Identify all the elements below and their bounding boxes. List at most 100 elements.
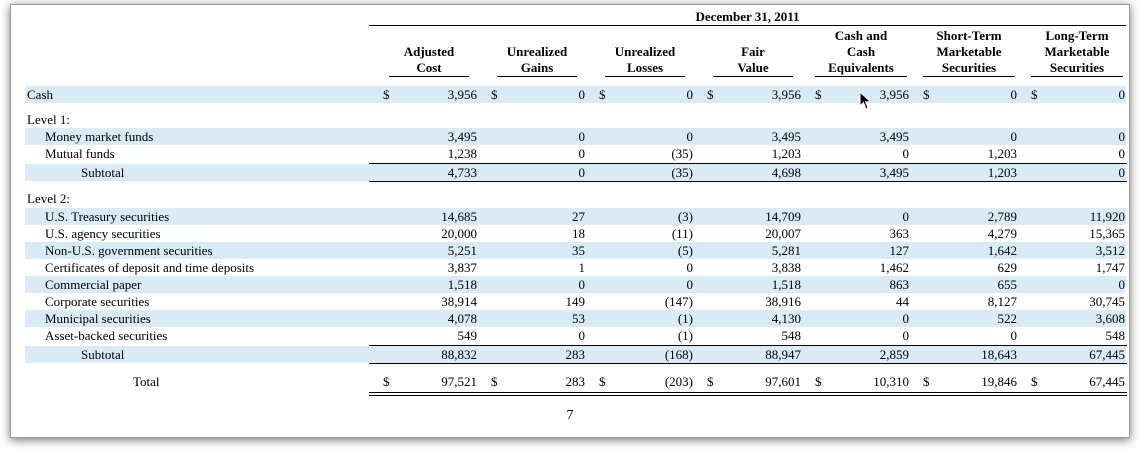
subtotal-rule xyxy=(585,181,695,182)
subtotal-rule xyxy=(909,181,1019,182)
cell-value: 38,916 xyxy=(765,294,801,309)
table-row: Asset-backed securities 549 0 (1) 548 0 0 548 xyxy=(25,327,1126,344)
cell-value: 3,837 xyxy=(447,260,477,275)
cell-value: 35 xyxy=(572,243,585,258)
cell-value: 88,947 xyxy=(765,347,801,362)
currency-symbol: $ xyxy=(815,87,822,102)
cell-value: 4,078 xyxy=(447,311,477,326)
row-label: Level 1: xyxy=(27,112,70,127)
cell-value: 3,495 xyxy=(879,165,909,180)
cell-value: 1,518 xyxy=(447,277,477,292)
subtotal-rule xyxy=(369,181,479,182)
cell-value: 0 xyxy=(578,87,586,102)
row-label: U.S. Treasury securities xyxy=(45,209,170,224)
currency-symbol: $ xyxy=(1031,87,1038,102)
column-header-line: Value xyxy=(737,60,769,75)
cell-value: 14,709 xyxy=(765,209,801,224)
cell-value: 4,130 xyxy=(771,311,801,326)
currency-symbol: $ xyxy=(383,87,390,102)
column-header-line: Losses xyxy=(626,60,664,75)
column-header: Long-Term Marketable Securities xyxy=(1031,28,1123,77)
cell-value: 655 xyxy=(997,277,1018,292)
row-label: Mutual funds xyxy=(45,146,115,161)
cell-value: 1,203 xyxy=(987,165,1017,180)
currency-symbol: $ xyxy=(599,374,606,389)
subtotal-rule xyxy=(477,181,587,182)
cell-value: 1,238 xyxy=(447,146,477,161)
column-header: Adjusted Cost xyxy=(389,28,469,77)
cell-value: 3,512 xyxy=(1095,243,1125,258)
row-label: Cash xyxy=(27,87,53,102)
column-header: Unrealized Losses xyxy=(605,28,685,77)
column-header-line: Short-Term xyxy=(936,28,1002,43)
cell-value: (5) xyxy=(677,243,693,258)
cell-value: 30,745 xyxy=(1089,294,1125,309)
cell-value: 548 xyxy=(781,328,802,343)
cell-value: (168) xyxy=(664,347,693,362)
table-row: U.S. agency securities 20,000 18 (11) 20,007… xyxy=(25,225,1126,242)
table-row: Mutual funds 1,238 0 (35) 1,203 0 1,203 0 xyxy=(25,145,1126,162)
total-double-rule xyxy=(369,392,479,396)
currency-symbol: $ xyxy=(1031,374,1038,389)
column-header: Unrealized Gains xyxy=(497,28,577,77)
cell-value: 4,698 xyxy=(771,165,801,180)
cell-value: 18,643 xyxy=(981,347,1017,362)
row-label: Level 2: xyxy=(27,191,70,206)
currency-symbol: $ xyxy=(923,87,930,102)
cell-value: 127 xyxy=(889,243,910,258)
column-header-line: Fair xyxy=(741,44,765,59)
cell-value: 14,685 xyxy=(441,209,477,224)
cell-value: (35) xyxy=(671,165,693,180)
subtotal-rule xyxy=(369,163,479,164)
cell-value: (35) xyxy=(671,146,693,161)
column-header-line: Marketable xyxy=(936,44,1002,59)
table-row: Subtotal 4,733 0 (35) 4,698 3,495 1,203 0 xyxy=(25,164,1126,181)
cell-value: 67,445 xyxy=(1089,374,1125,389)
column-header-line: Securities xyxy=(941,60,997,75)
cell-value: (203) xyxy=(664,374,693,389)
row-label: Money market funds xyxy=(45,129,154,144)
cell-value: 0 xyxy=(686,129,694,144)
cell-value: 97,521 xyxy=(441,374,477,389)
cell-value: (1) xyxy=(677,311,693,326)
subtotal-rule xyxy=(585,163,695,164)
cell-value: 0 xyxy=(1010,328,1018,343)
table-row: Municipal securities 4,078 53 (1) 4,130 0 522 3… xyxy=(25,310,1126,327)
cell-value: 0 xyxy=(902,311,910,326)
cell-value: 53 xyxy=(572,311,585,326)
cell-value: 3,956 xyxy=(879,87,909,102)
cell-value: 548 xyxy=(1105,328,1126,343)
column-header: Short-Term Marketable Securities xyxy=(923,28,1015,77)
table-row: Total 97,521 $283 $ (203) $97,601 $10,310 $19,8… xyxy=(25,373,1126,390)
subtotal-rule xyxy=(1017,363,1127,364)
cell-value: (1) xyxy=(677,328,693,343)
cell-value: 4,279 xyxy=(987,226,1017,241)
row-label: Municipal securities xyxy=(45,311,151,326)
column-header-line: Cash xyxy=(846,44,876,59)
currency-symbol: $ xyxy=(383,374,390,389)
subtotal-rule xyxy=(693,181,803,182)
cell-value: (11) xyxy=(671,226,693,241)
row-label: Certificates of deposit and time deposit… xyxy=(45,260,255,275)
table-row: Certificates of deposit and time deposit… xyxy=(25,259,1126,276)
column-header-line: Long-Term xyxy=(1045,28,1109,43)
currency-symbol: $ xyxy=(707,374,714,389)
total-double-rule xyxy=(909,392,1019,396)
cell-value: 97,601 xyxy=(765,374,801,389)
column-header-line: Unrealized xyxy=(614,44,676,59)
row-label: Non-U.S. government securities xyxy=(45,243,213,258)
row-label: Corporate securities xyxy=(45,294,150,309)
cell-value: 0 xyxy=(1118,87,1126,102)
row-label: U.S. agency securities xyxy=(45,226,161,241)
column-header-line: Gains xyxy=(520,60,554,75)
total-double-rule xyxy=(693,392,803,396)
subtotal-rule xyxy=(693,163,803,164)
subtotal-rule xyxy=(801,181,911,182)
cell-value: 549 xyxy=(457,328,478,343)
cell-value: 1,642 xyxy=(987,243,1017,258)
table-row: Corporate securities 38,914 149 (147) 38,916… xyxy=(25,293,1126,310)
document-window: December 31, 2011 Adjusted Cost Unrealized… xyxy=(10,4,1130,438)
column-header-line: Unrealized xyxy=(506,44,568,59)
row-label: Total xyxy=(133,374,160,389)
cell-value: 20,000 xyxy=(441,226,477,241)
